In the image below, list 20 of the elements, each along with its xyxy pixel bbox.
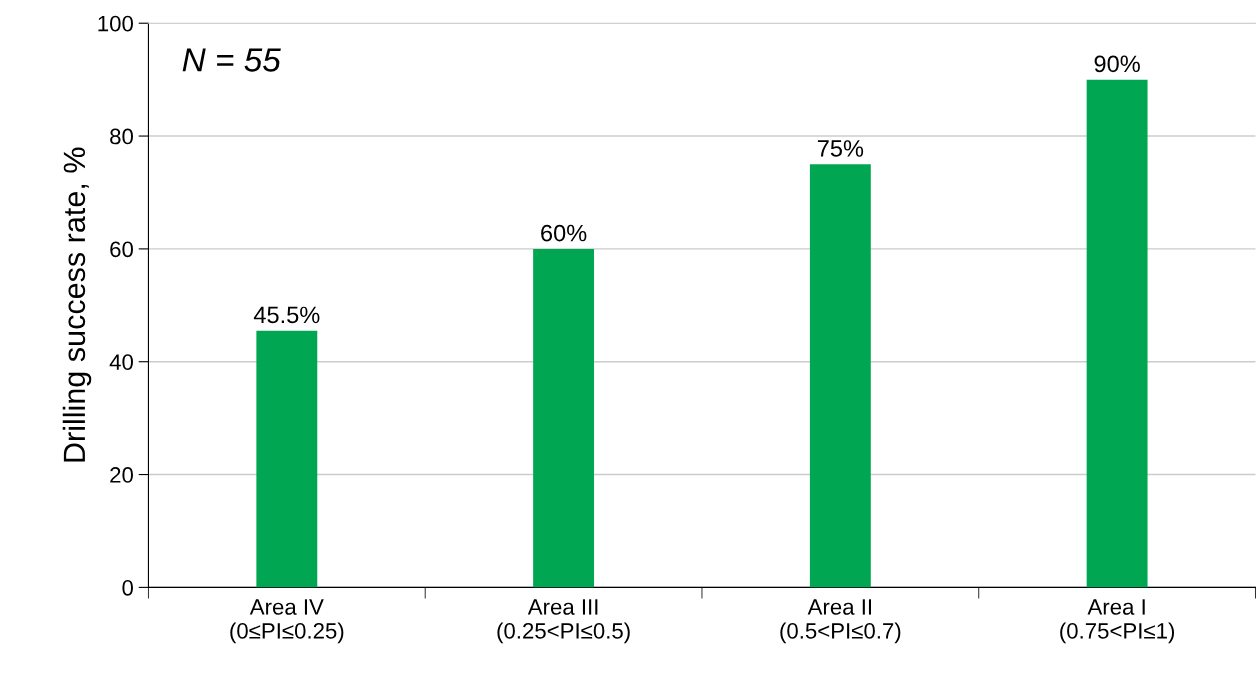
bar (533, 248, 595, 588)
bar (1086, 79, 1148, 588)
x-tick-label: Area III (0.25<PI≤0.5) (497, 599, 630, 644)
y-tick-label: 100 (98, 15, 133, 32)
bar (809, 164, 871, 588)
y-tick-label: 40 (109, 354, 133, 370)
x-tick-label: Area II (0.5<PI≤0.7) (780, 599, 901, 644)
y-tick-label: 20 (110, 467, 133, 483)
data-label: 75% (817, 140, 864, 157)
data-label: 60% (541, 224, 587, 242)
y-tick-label: 60 (110, 241, 133, 258)
bar (256, 330, 318, 588)
annotation: N = 55 (182, 48, 281, 72)
data-label: 45.5% (253, 306, 320, 324)
y-tick-label: 0 (122, 579, 133, 596)
y-axis-title: Drilling success rate, % (62, 147, 92, 462)
y-tick-label: 80 (110, 128, 133, 145)
x-tick-label: Area IV (0≤PI≤0.25) (230, 599, 344, 644)
data-label: 90% (1094, 55, 1140, 73)
x-tick-label: Area I (0.75<PI≤1) (1060, 599, 1175, 644)
